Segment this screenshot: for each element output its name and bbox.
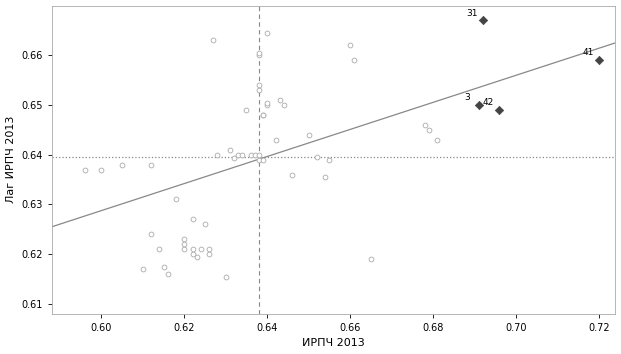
Point	[254, 82, 264, 88]
Point	[262, 100, 272, 105]
Text: 31: 31	[466, 9, 478, 18]
Point	[146, 162, 156, 167]
Point	[204, 251, 214, 257]
Point	[362, 321, 372, 327]
Point	[366, 256, 376, 262]
Text: 42: 42	[483, 98, 494, 107]
Point	[420, 122, 430, 128]
Point	[158, 264, 168, 269]
Point	[209, 38, 219, 43]
Point	[171, 197, 181, 202]
Point	[179, 241, 189, 247]
X-axis label: ИРПЧ 2013: ИРПЧ 2013	[302, 338, 365, 348]
Point	[188, 217, 197, 222]
Point	[196, 246, 206, 252]
Point	[254, 157, 264, 162]
Point	[237, 152, 247, 158]
Point	[192, 254, 202, 259]
Point	[155, 246, 165, 252]
Point	[349, 57, 359, 63]
Point	[345, 42, 355, 48]
Point	[242, 107, 252, 113]
Point	[204, 246, 214, 252]
Point	[179, 246, 189, 252]
Point	[312, 154, 322, 160]
Point	[262, 30, 272, 36]
Point	[271, 137, 281, 143]
Point	[188, 246, 197, 252]
Point	[258, 112, 268, 118]
Point	[274, 97, 284, 103]
Point	[117, 162, 127, 167]
Point	[179, 236, 189, 242]
Text: 62: 62	[0, 353, 1, 354]
Point	[200, 222, 210, 227]
Point	[163, 271, 173, 277]
Point	[212, 152, 222, 158]
Point	[262, 102, 272, 108]
Point	[254, 50, 264, 56]
Point	[229, 155, 239, 161]
Y-axis label: Лаг ИРПЧ 2013: Лаг ИРПЧ 2013	[6, 116, 16, 204]
Point	[188, 251, 197, 257]
Point	[432, 137, 442, 143]
Point	[478, 18, 487, 23]
Point	[96, 167, 106, 172]
Point	[225, 147, 235, 153]
Point	[80, 167, 90, 172]
Point	[258, 112, 268, 118]
Point	[250, 152, 260, 158]
Point	[320, 174, 330, 180]
Text: 3: 3	[465, 93, 471, 102]
Point	[146, 232, 156, 237]
Point	[474, 102, 484, 108]
Point	[233, 152, 243, 158]
Point	[279, 102, 289, 108]
Point	[324, 157, 334, 162]
Point	[304, 132, 314, 138]
Point	[254, 87, 264, 93]
Point	[594, 57, 604, 63]
Point	[258, 157, 268, 162]
Point	[424, 127, 434, 133]
Point	[221, 274, 231, 279]
Point	[246, 152, 256, 158]
Point	[494, 107, 504, 113]
Point	[254, 52, 264, 58]
Text: 41: 41	[582, 48, 594, 57]
Point	[254, 152, 264, 158]
Point	[287, 172, 297, 177]
Point	[138, 266, 148, 272]
